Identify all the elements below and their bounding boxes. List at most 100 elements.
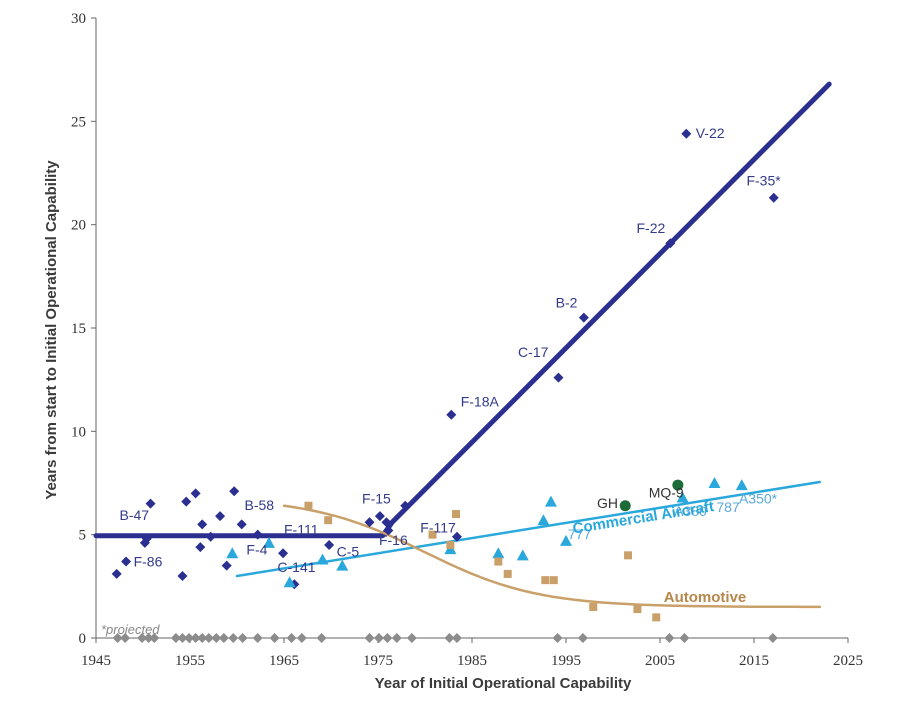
triangle-point xyxy=(492,547,505,559)
diamond-point xyxy=(111,568,122,579)
triangle-point xyxy=(516,549,529,561)
point-label: F-86 xyxy=(134,554,163,570)
y-tick-label: 30 xyxy=(71,11,86,27)
diamond-point xyxy=(679,633,690,643)
triangle-point xyxy=(262,536,275,548)
diamond-point xyxy=(141,533,152,544)
y-tick-label: 0 xyxy=(79,631,87,647)
point-label: 787 xyxy=(716,499,740,515)
diamond-point xyxy=(143,633,154,643)
square-point xyxy=(452,510,461,518)
point-label: A380 xyxy=(674,503,707,519)
square-point xyxy=(624,551,633,560)
point-label: F-16 xyxy=(379,532,408,548)
point-label: F-117 xyxy=(420,520,456,536)
data-points xyxy=(111,128,779,643)
point-label: Commercial Aircraft xyxy=(571,498,715,538)
diamond-point xyxy=(451,633,462,643)
triangle-point xyxy=(336,559,349,571)
square-point xyxy=(304,501,313,510)
square-point xyxy=(549,576,558,585)
diamond-point xyxy=(149,633,160,643)
diamond-point xyxy=(446,409,457,420)
diamond-point xyxy=(197,633,208,643)
x-tick-label: 1945 xyxy=(81,653,111,669)
diamond-point xyxy=(768,192,779,203)
diamond-point xyxy=(324,540,335,550)
x-tick-label: 1995 xyxy=(551,653,581,669)
x-axis-title: Year of Initial Operational Capability xyxy=(375,675,632,692)
square-point xyxy=(652,613,661,622)
diamond-point xyxy=(374,511,385,522)
diamond-point xyxy=(197,519,208,530)
point-label: C-5 xyxy=(337,543,360,559)
diamond-point xyxy=(121,556,132,567)
triangle-point xyxy=(735,479,748,491)
square-point xyxy=(633,605,642,614)
y-tick-label: 15 xyxy=(71,321,86,337)
diamond-point xyxy=(205,531,216,542)
diamond-point xyxy=(381,517,392,528)
trend-line-commercial-aircraft xyxy=(235,480,822,578)
triangle-point xyxy=(544,495,557,507)
triangle-point xyxy=(283,576,296,588)
diamond-point xyxy=(577,633,588,643)
point-label: B-47 xyxy=(120,507,150,523)
triangle-point xyxy=(560,534,572,546)
axes: 1945 1955 1965 1975 1985 1995 2005 2015 20250510… xyxy=(71,11,863,669)
point-label: A350* xyxy=(739,491,778,507)
triangle-point xyxy=(537,514,550,526)
point-label: F-35* xyxy=(746,172,781,188)
x-tick-label: 2015 xyxy=(739,653,769,669)
point-label: GH xyxy=(597,495,618,511)
trend-line-automotive xyxy=(282,504,822,609)
triangle-point xyxy=(676,491,689,503)
diamond-point xyxy=(177,633,188,643)
diamond-point xyxy=(296,633,307,643)
y-tick-label: 20 xyxy=(71,218,86,234)
diamond-point xyxy=(190,633,201,643)
triangle-point xyxy=(708,477,721,488)
diamond-point xyxy=(553,372,564,383)
square-point xyxy=(446,541,455,549)
point-label: B-2 xyxy=(556,294,578,310)
y-axis-title: Years from start to Initial Operational … xyxy=(43,160,60,500)
diamond-point xyxy=(145,498,156,509)
y-tick-label: 25 xyxy=(71,114,86,130)
diamond-point xyxy=(112,633,123,643)
x-tick-label: 1985 xyxy=(457,653,487,669)
diamond-point xyxy=(252,529,263,540)
square-point xyxy=(503,569,512,578)
x-tick-label: 1975 xyxy=(363,653,393,669)
point-label: B-58 xyxy=(245,497,275,513)
diamond-point xyxy=(278,548,289,559)
point-label: C-17 xyxy=(518,344,549,360)
diamond-point xyxy=(218,633,229,643)
projected-footnote: *projected xyxy=(101,622,160,637)
diamond-point xyxy=(195,542,206,553)
point-label: F-4 xyxy=(246,541,267,557)
diamond-point xyxy=(316,633,327,643)
diamond-point xyxy=(552,633,563,643)
point-label: F-111 xyxy=(284,522,319,538)
diamond-point xyxy=(228,633,239,643)
diamond-point xyxy=(373,633,384,643)
x-tick-label: 2005 xyxy=(645,653,675,669)
trend-line-military xyxy=(93,81,832,539)
point-label: F-22 xyxy=(637,220,666,236)
diamond-point xyxy=(364,633,375,643)
diamond-point xyxy=(286,633,297,643)
diamond-point xyxy=(203,633,214,643)
diamond-point xyxy=(391,633,402,643)
x-tick-label: 1965 xyxy=(269,653,299,669)
x-tick-label: 2025 xyxy=(833,653,863,669)
diamond-point xyxy=(383,525,394,536)
square-point xyxy=(428,530,437,539)
diamond-point xyxy=(190,488,201,499)
x-tick-label: 1955 xyxy=(175,653,205,669)
diamond-point xyxy=(181,496,192,507)
circle-point xyxy=(672,479,684,491)
point-label: C-141 xyxy=(277,559,315,575)
